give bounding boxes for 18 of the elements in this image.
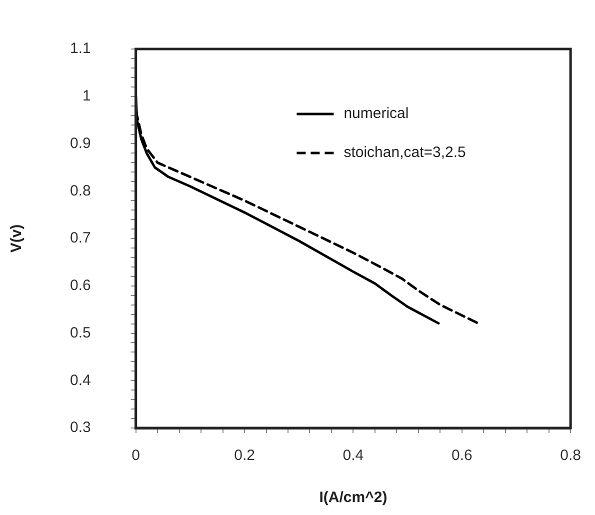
- y-tick-label: 0.8: [70, 182, 91, 200]
- y-tick-label: 0.4: [70, 372, 91, 389]
- y-tick-label: 0.9: [70, 134, 91, 152]
- x-tick-label: 0: [132, 447, 140, 464]
- legend-label: stoichan,cat=3,2.5: [344, 144, 466, 162]
- x-tick-label: 0.6: [451, 447, 472, 464]
- y-tick-label: 0.5: [70, 324, 91, 342]
- y-tick-label: 1.1: [70, 40, 91, 58]
- y-axis-title: V(v): [8, 224, 26, 253]
- y-tick-label: 0.7: [70, 230, 91, 247]
- y-tick-label: 1: [82, 88, 91, 105]
- x-tick-label: 0.8: [560, 447, 582, 464]
- y-tick-label: 0.6: [70, 277, 91, 294]
- x-tick-label: 0.4: [342, 447, 364, 464]
- y-tick-label: 0.3: [70, 419, 91, 436]
- x-axis-title: I(A/cm^2): [319, 489, 388, 506]
- x-tick-label: 0.2: [234, 447, 255, 464]
- legend-label: numerical: [344, 105, 409, 122]
